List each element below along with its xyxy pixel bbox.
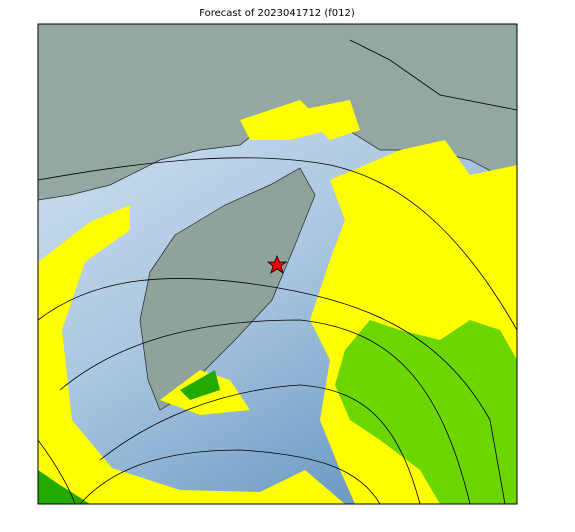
location-star [266,254,288,274]
title: Forecast of 2023041712 (f012) [199,8,355,19]
wind-zone-green [38,370,220,504]
map-frame [37,23,518,505]
wind-zone-yellow [38,205,345,504]
map [38,24,517,504]
land-peninsula [139,167,316,411]
isobars [38,39,517,504]
wind-zone-light-green [335,320,517,504]
